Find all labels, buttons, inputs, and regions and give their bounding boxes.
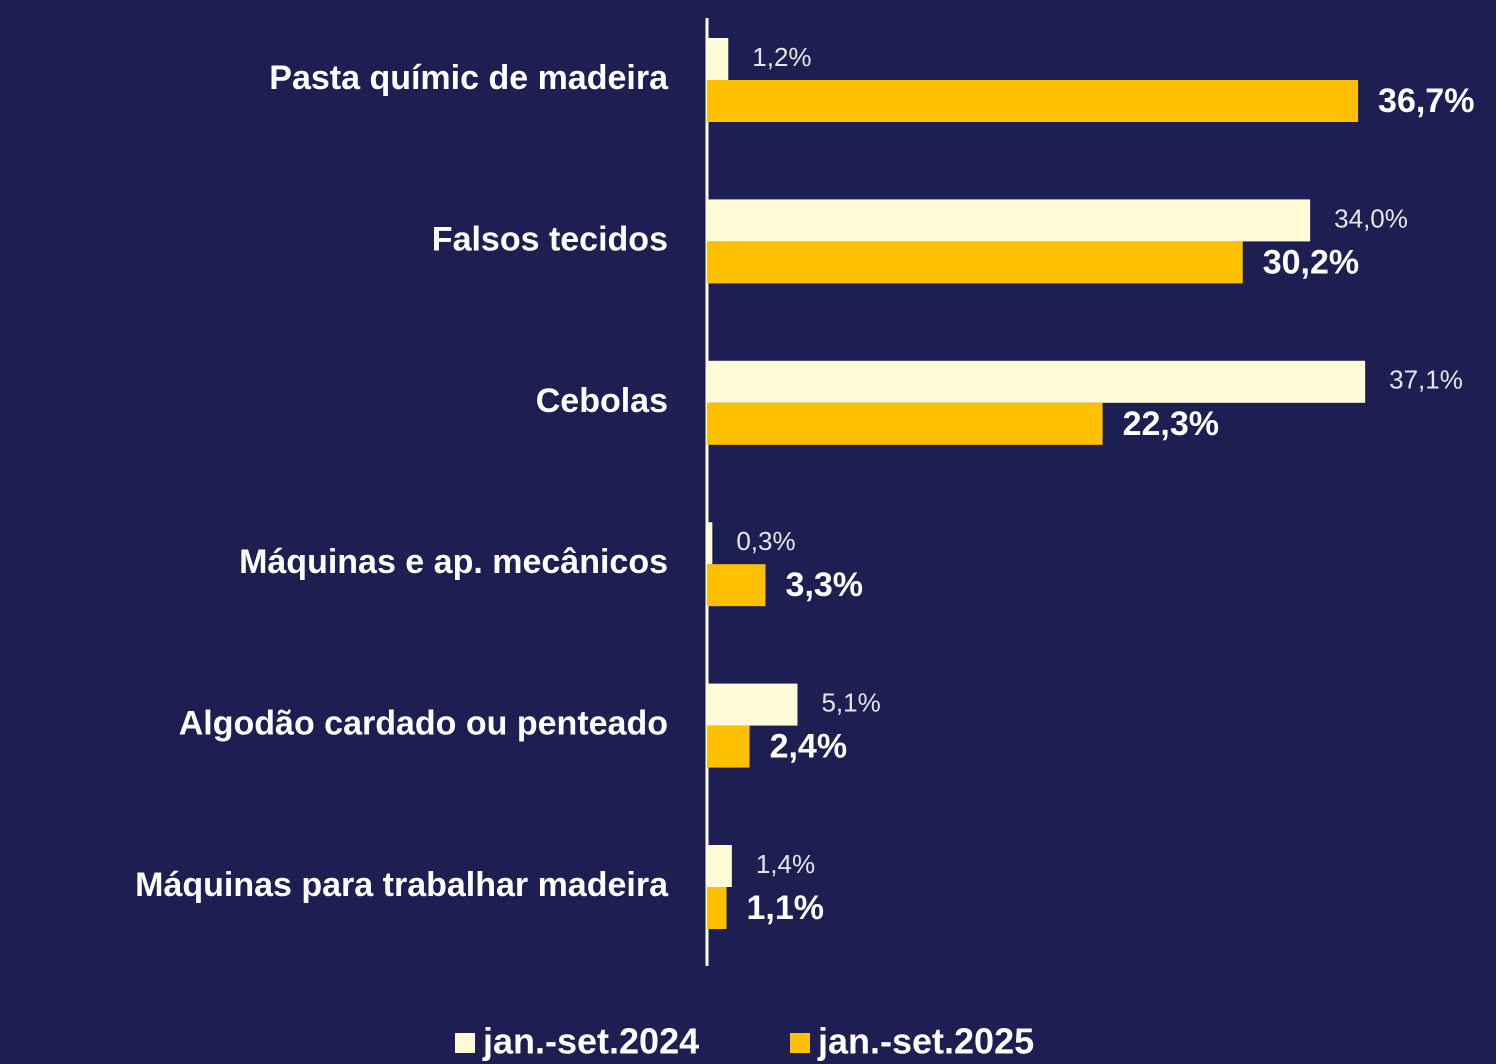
bar bbox=[707, 845, 732, 887]
value-label: 1,1% bbox=[747, 889, 825, 927]
legend-swatch bbox=[790, 1033, 810, 1053]
value-label: 3,3% bbox=[786, 566, 864, 604]
chart: Pasta químic de madeira 1,2% 36,7% Falsos t… bbox=[0, 0, 1496, 1064]
value-label: 22,3% bbox=[1123, 405, 1219, 443]
value-label: 30,2% bbox=[1263, 243, 1359, 281]
legend-label: jan.-set.2025 bbox=[817, 1021, 1034, 1062]
bar bbox=[707, 80, 1358, 122]
bar bbox=[707, 403, 1103, 445]
bar bbox=[707, 887, 727, 929]
bar bbox=[707, 726, 750, 768]
value-label: 36,7% bbox=[1378, 82, 1474, 120]
legend-swatch bbox=[455, 1033, 475, 1053]
value-label: 1,4% bbox=[756, 849, 815, 879]
bar bbox=[707, 684, 797, 726]
category-label: Máquinas para trabalhar madeira bbox=[135, 866, 669, 904]
bar bbox=[707, 199, 1310, 241]
bar bbox=[707, 564, 766, 606]
bar bbox=[707, 361, 1365, 403]
value-label: 37,1% bbox=[1389, 365, 1463, 395]
bar bbox=[707, 38, 728, 80]
bar bbox=[707, 522, 712, 564]
value-label: 34,0% bbox=[1334, 203, 1408, 233]
category-label: Máquinas e ap. mecânicos bbox=[239, 543, 668, 581]
category-label: Cebolas bbox=[536, 382, 668, 420]
category-label: Algodão cardado ou penteado bbox=[179, 705, 668, 743]
category-label: Pasta químic de madeira bbox=[269, 59, 669, 97]
legend-label: jan.-set.2024 bbox=[482, 1021, 699, 1062]
category-label: Falsos tecidos bbox=[432, 220, 668, 258]
bar bbox=[707, 241, 1243, 283]
value-label: 1,2% bbox=[752, 42, 811, 72]
value-label: 0,3% bbox=[736, 526, 795, 556]
value-label: 5,1% bbox=[821, 687, 880, 717]
value-label: 2,4% bbox=[770, 728, 848, 766]
